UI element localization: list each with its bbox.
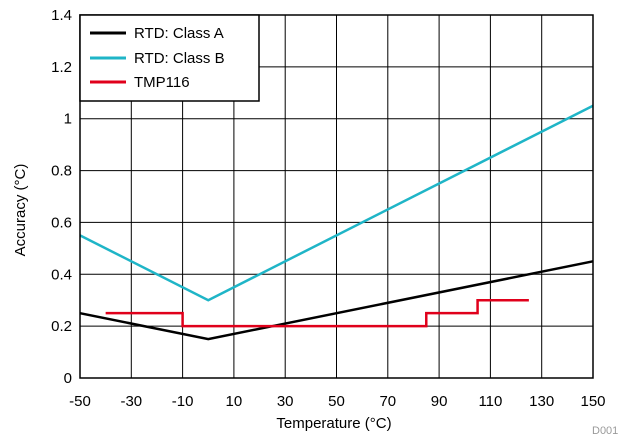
x-tick-label: 130 [529, 393, 554, 410]
x-tick-label: 30 [277, 393, 294, 410]
x-tick-label: 70 [379, 393, 396, 410]
tick-labels: -50 -30 -10 10 30 50 70 90 110 130 150 0 0.2 0.4 0.6 0.… [51, 7, 605, 410]
figure-id: D001 [592, 425, 618, 437]
y-tick-label: 0.2 [51, 318, 72, 335]
y-tick-label: 0 [64, 370, 72, 387]
x-tick-label: 150 [580, 393, 605, 410]
plot-area-frame [79, 14, 594, 379]
series-line-rtd-class-a [79, 260, 594, 341]
x-tick-label: -50 [69, 393, 91, 410]
x-tick-label: -10 [172, 393, 194, 410]
y-tick-label: 1.2 [51, 59, 72, 76]
x-tick-label: 110 [478, 393, 502, 410]
series-line-tmp116 [105, 298, 529, 328]
grid [80, 15, 593, 378]
x-tick-label: 50 [328, 393, 345, 410]
series-line-rtd-class-b [79, 104, 594, 302]
legend-label-rtd-class-b: RTD: Class B [134, 50, 225, 67]
y-axis-title: Accuracy (°C) [12, 164, 29, 257]
x-tick-label: 90 [431, 393, 448, 410]
legend: RTD: Class A RTD: Class B TMP116 [79, 14, 260, 102]
y-tick-label: 0.8 [51, 163, 72, 180]
x-axis-title: Temperature (°C) [276, 415, 391, 432]
series-lines [79, 104, 594, 341]
y-tick-label: 1.4 [51, 7, 72, 24]
legend-label-tmp116: TMP116 [134, 74, 190, 91]
legend-label-rtd-class-a: RTD: Class A [134, 25, 224, 42]
x-tick-label: -30 [120, 393, 142, 410]
y-tick-label: 1 [64, 111, 72, 128]
y-tick-label: 0.6 [51, 214, 72, 231]
x-tick-label: 10 [226, 393, 243, 410]
y-tick-label: 0.4 [51, 266, 72, 283]
